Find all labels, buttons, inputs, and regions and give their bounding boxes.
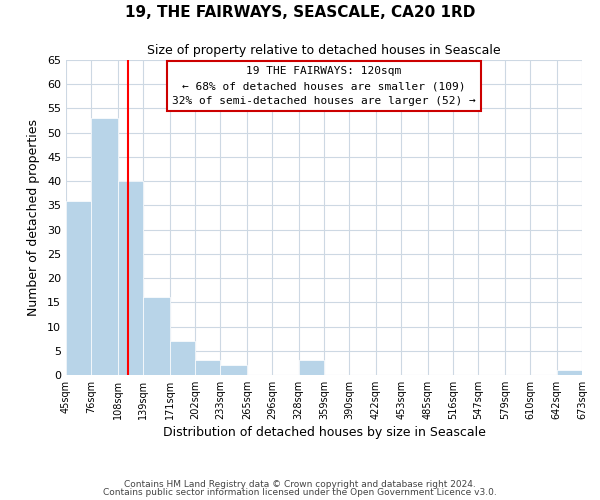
Bar — [143, 298, 170, 375]
Bar — [170, 341, 195, 375]
Text: Contains public sector information licensed under the Open Government Licence v3: Contains public sector information licen… — [103, 488, 497, 497]
X-axis label: Distribution of detached houses by size in Seascale: Distribution of detached houses by size … — [163, 426, 485, 439]
Title: Size of property relative to detached houses in Seascale: Size of property relative to detached ho… — [147, 44, 501, 58]
Bar — [118, 181, 143, 375]
Bar — [220, 366, 247, 375]
Bar — [299, 360, 324, 375]
Bar — [66, 200, 91, 375]
Y-axis label: Number of detached properties: Number of detached properties — [27, 119, 40, 316]
Bar — [195, 360, 220, 375]
Text: Contains HM Land Registry data © Crown copyright and database right 2024.: Contains HM Land Registry data © Crown c… — [124, 480, 476, 489]
Text: 19 THE FAIRWAYS: 120sqm
← 68% of detached houses are smaller (109)
32% of semi-d: 19 THE FAIRWAYS: 120sqm ← 68% of detache… — [172, 66, 476, 106]
Bar — [91, 118, 118, 375]
Bar — [557, 370, 582, 375]
Text: 19, THE FAIRWAYS, SEASCALE, CA20 1RD: 19, THE FAIRWAYS, SEASCALE, CA20 1RD — [125, 5, 475, 20]
